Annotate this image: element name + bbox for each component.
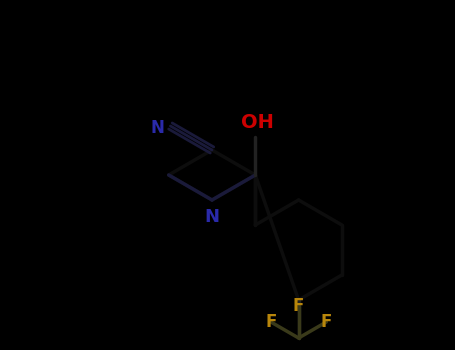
Text: F: F [265,313,277,331]
Text: F: F [321,313,332,331]
Text: N: N [151,119,164,137]
Text: F: F [293,297,304,315]
Text: OH: OH [241,113,274,132]
Text: N: N [204,208,219,226]
